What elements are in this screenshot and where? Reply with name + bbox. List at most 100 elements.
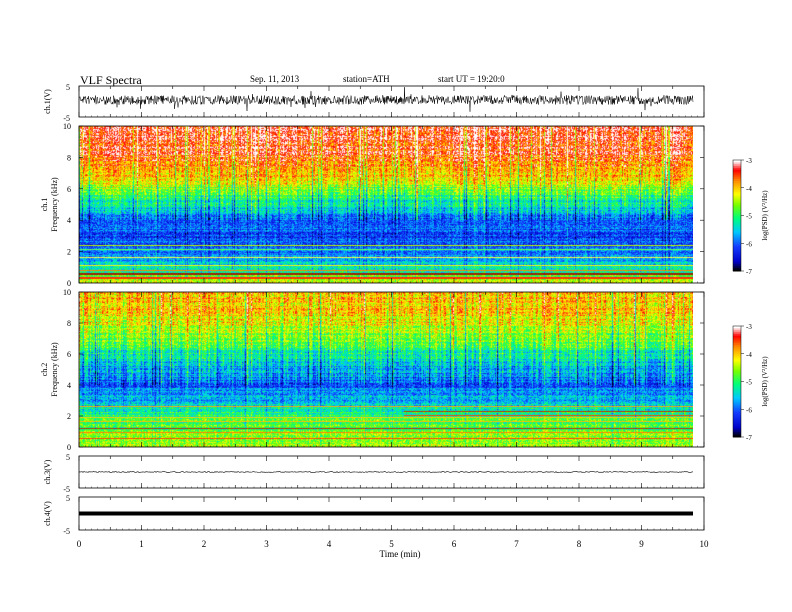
colorbar-segment bbox=[733, 265, 741, 268]
colorbar-segment bbox=[733, 219, 741, 222]
colorbar-segment bbox=[733, 241, 741, 244]
x-tick-label: 8 bbox=[577, 539, 582, 549]
y-tick-label: 4 bbox=[67, 216, 71, 225]
colorbar-segment bbox=[733, 372, 741, 375]
colorbar-tick-label: -4 bbox=[746, 351, 752, 359]
colorbar-segment bbox=[733, 180, 741, 183]
colorbar-segment bbox=[733, 385, 741, 388]
x-tick-label: 6 bbox=[452, 539, 457, 549]
ch1-spectrogram-canvas bbox=[79, 126, 693, 283]
colorbar-segment bbox=[733, 163, 741, 167]
colorbar-segment bbox=[733, 422, 741, 425]
channel-label: ch.1 bbox=[40, 198, 49, 212]
colorbar-segment bbox=[733, 237, 741, 241]
ch3-waveform-line bbox=[78, 471, 694, 473]
colorbar-segment bbox=[733, 250, 741, 253]
y-tick-label: 5 bbox=[66, 494, 70, 503]
colorbar-segment bbox=[733, 368, 741, 371]
start-time-label: start UT = 19:20:0 bbox=[438, 74, 505, 84]
colorbar-segment bbox=[733, 259, 741, 263]
colorbar-segment bbox=[733, 338, 741, 342]
colorbar-segment bbox=[733, 375, 741, 379]
colorbar-segment bbox=[733, 245, 741, 248]
colorbar-segment bbox=[733, 398, 741, 401]
colorbar-segment bbox=[733, 187, 741, 191]
y-tick-label: 10 bbox=[63, 288, 71, 297]
colorbar-segment bbox=[733, 433, 741, 436]
colorbar-segment bbox=[733, 184, 741, 187]
colorbar-segment bbox=[733, 411, 741, 414]
colorbar-segment bbox=[733, 340, 741, 344]
channel-label: ch.2 bbox=[40, 363, 49, 377]
colorbar-tick-label: -3 bbox=[746, 323, 752, 331]
colorbar-segment bbox=[733, 161, 741, 165]
panel-frames bbox=[78, 85, 705, 531]
colorbar-segment bbox=[733, 405, 741, 408]
y-tick-label: -5 bbox=[63, 114, 70, 123]
colorbar-segment bbox=[733, 204, 741, 207]
colorbar-segment bbox=[733, 420, 741, 423]
colorbar-segment bbox=[733, 256, 741, 259]
colorbar-tick-label: -7 bbox=[746, 434, 752, 442]
colorbar-segment bbox=[733, 407, 741, 410]
colorbar-segment bbox=[733, 228, 741, 231]
colorbar-segment bbox=[733, 176, 741, 179]
colorbar-segment bbox=[733, 234, 741, 237]
x-tick-label: 10 bbox=[700, 539, 710, 549]
colorbar-segment bbox=[733, 217, 741, 220]
y-tick-label: 2 bbox=[67, 248, 71, 257]
colorbar-tick-label: -5 bbox=[746, 379, 752, 387]
colorbar-segment bbox=[733, 381, 741, 384]
colorbar-tick-label: -7 bbox=[746, 268, 752, 276]
colorbar-tick-label: -5 bbox=[746, 213, 752, 221]
x-tick-label: 0 bbox=[77, 539, 82, 549]
colorbar-segment bbox=[733, 390, 741, 394]
colorbar-segment bbox=[733, 185, 741, 189]
ch2-spectrogram-panel bbox=[79, 292, 693, 447]
ch1-spectrogram-panel bbox=[79, 126, 693, 283]
colorbar-segment bbox=[733, 364, 741, 368]
colorbar-segment bbox=[733, 252, 741, 255]
colorbar-segment bbox=[733, 388, 741, 392]
x-tick-label: 3 bbox=[264, 539, 269, 549]
colorbar-segment bbox=[733, 195, 741, 198]
colorbar-segment bbox=[733, 226, 741, 229]
colorbar-segment bbox=[733, 425, 741, 429]
colorbar-segment bbox=[733, 248, 741, 252]
colorbar-segment bbox=[733, 160, 741, 163]
colorbar-segment bbox=[733, 374, 741, 377]
colorbar-segment bbox=[733, 224, 741, 228]
colorbar-segment bbox=[733, 263, 741, 266]
x-axis-label: Time (min) bbox=[380, 549, 421, 559]
colorbar-segment bbox=[733, 182, 741, 185]
colorbar-segment bbox=[733, 167, 741, 170]
colorbar-segment bbox=[733, 239, 741, 242]
station-label: station=ATH bbox=[343, 74, 390, 84]
colorbar-label: log(PSD) (V²/Hz) bbox=[761, 356, 769, 407]
colorbar-segment bbox=[733, 193, 741, 196]
figure-title: VLF Spectra bbox=[80, 73, 142, 87]
colorbar-segment bbox=[733, 400, 741, 403]
colorbar-segment bbox=[733, 331, 741, 334]
colorbar-segment bbox=[733, 254, 741, 257]
y-axis-label: ch.3(V) bbox=[43, 459, 52, 484]
x-tick-label: 4 bbox=[327, 539, 332, 549]
colorbar-segment bbox=[733, 269, 741, 272]
y-tick-label: 6 bbox=[67, 185, 71, 194]
y-tick-label: 4 bbox=[67, 381, 71, 390]
colorbar-segment bbox=[733, 258, 741, 261]
colorbar-segment bbox=[733, 261, 741, 265]
y-axis-label: Frequency (kHz) bbox=[50, 177, 59, 232]
colorbar-segment bbox=[733, 171, 741, 174]
colorbar-segment bbox=[733, 206, 741, 209]
colorbar-segment bbox=[733, 232, 741, 235]
colorbar-segment bbox=[733, 346, 741, 349]
y-tick-label: -5 bbox=[63, 485, 70, 494]
colorbar-segment bbox=[733, 353, 741, 357]
colorbar-segment bbox=[733, 361, 741, 364]
colorbar-segment bbox=[733, 418, 741, 421]
y-axis-label: ch.4(V) bbox=[43, 501, 52, 526]
x-tick-label: 7 bbox=[514, 539, 519, 549]
colorbar-segment bbox=[733, 409, 741, 412]
